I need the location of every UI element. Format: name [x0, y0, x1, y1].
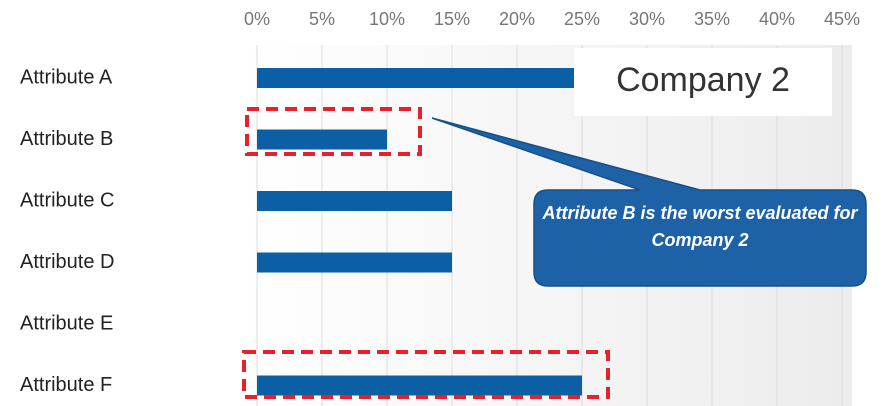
callout: Attribute B is the worst evaluated for C…	[542, 203, 858, 250]
bar	[257, 68, 582, 88]
y-tick-label: Attribute E	[20, 312, 113, 334]
y-tick-label: Attribute A	[20, 66, 113, 88]
annotation: Attribute B is the worst evaluated for C…	[542, 203, 858, 250]
callout-shape	[431, 117, 867, 287]
x-tick-label: 30%	[629, 9, 665, 29]
y-tick-label: Attribute F	[20, 374, 112, 396]
x-tick-label: 40%	[759, 9, 795, 29]
y-tick-label: Attribute B	[20, 128, 113, 150]
x-tick-label: 45%	[824, 9, 860, 29]
x-tick-label: 5%	[309, 9, 335, 29]
x-tick-label: 15%	[434, 9, 470, 29]
bar	[257, 191, 452, 211]
x-tick-label: 25%	[564, 9, 600, 29]
bar	[257, 129, 387, 150]
chart-title: Company 2	[616, 61, 790, 99]
highlight-box	[242, 350, 610, 399]
bar	[257, 252, 452, 273]
x-tick-label: 35%	[694, 9, 730, 29]
x-tick-label: 20%	[499, 9, 535, 29]
bar	[257, 375, 582, 396]
y-tick-label: Attribute D	[20, 251, 114, 273]
x-tick-label: 10%	[369, 9, 405, 29]
y-tick-label: Attribute C	[20, 189, 114, 211]
title-box	[574, 48, 832, 116]
x-tick-label: 0%	[244, 9, 270, 29]
highlight-box	[245, 107, 422, 156]
